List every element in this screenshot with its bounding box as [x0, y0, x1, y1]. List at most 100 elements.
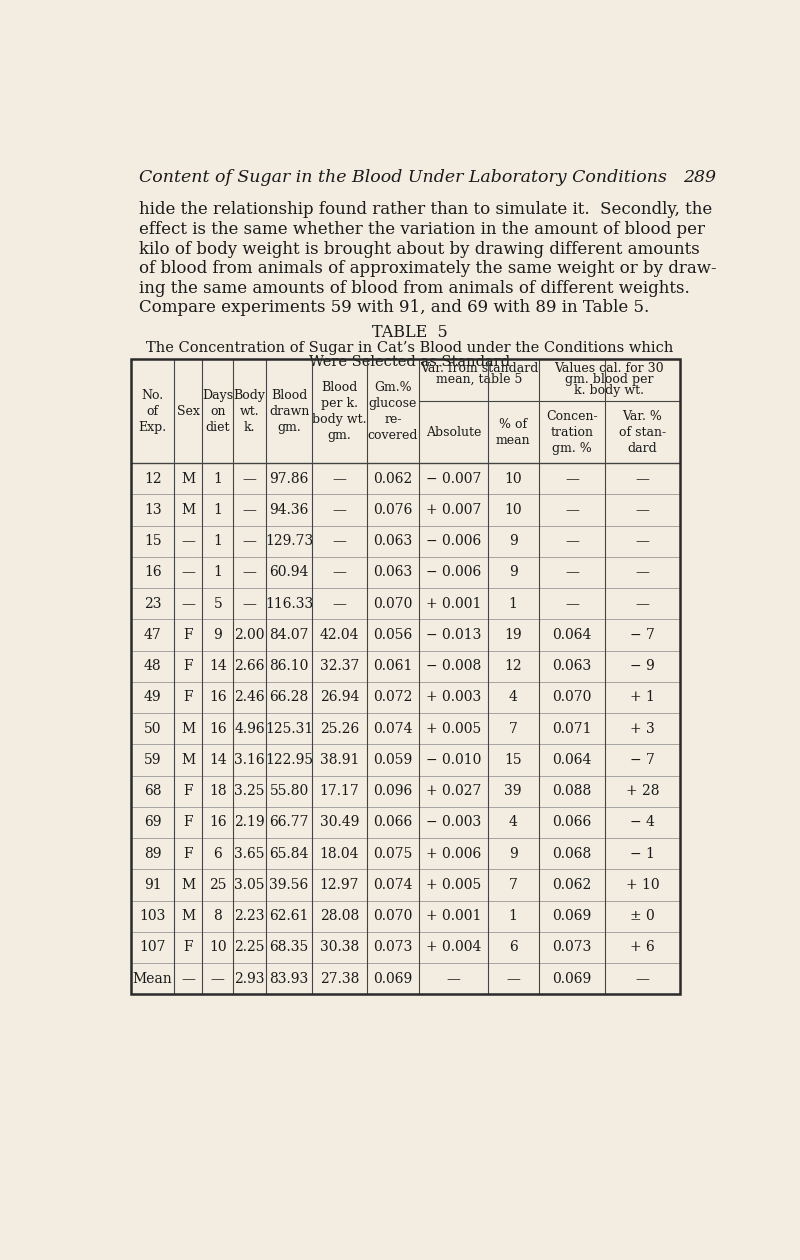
- Text: 10: 10: [504, 471, 522, 485]
- Text: 0.059: 0.059: [374, 753, 413, 767]
- Text: + 0.001: + 0.001: [426, 910, 481, 924]
- Text: 107: 107: [139, 940, 166, 955]
- Text: 6: 6: [214, 847, 222, 861]
- Text: M: M: [182, 503, 195, 517]
- Text: F: F: [183, 815, 193, 829]
- Text: − 4: − 4: [630, 815, 655, 829]
- Text: 91: 91: [144, 878, 162, 892]
- Text: 19: 19: [504, 627, 522, 641]
- Text: 2.23: 2.23: [234, 910, 265, 924]
- Text: 0.069: 0.069: [552, 910, 592, 924]
- Text: —: —: [333, 534, 346, 548]
- Text: 3.16: 3.16: [234, 753, 265, 767]
- Text: —: —: [242, 597, 257, 611]
- Text: − 0.003: − 0.003: [426, 815, 481, 829]
- Text: 0.069: 0.069: [552, 971, 592, 985]
- Text: —: —: [635, 597, 650, 611]
- Text: − 0.008: − 0.008: [426, 659, 481, 673]
- Text: —: —: [182, 534, 195, 548]
- Text: 10: 10: [209, 940, 226, 955]
- Text: 16: 16: [144, 566, 162, 580]
- Text: 2.93: 2.93: [234, 971, 265, 985]
- Text: + 0.007: + 0.007: [426, 503, 481, 517]
- Text: —: —: [565, 566, 579, 580]
- Text: 0.056: 0.056: [374, 627, 413, 641]
- Text: —: —: [635, 534, 650, 548]
- Text: F: F: [183, 940, 193, 955]
- Text: 38.91: 38.91: [320, 753, 359, 767]
- Text: 125.31: 125.31: [265, 722, 314, 736]
- Text: 3.65: 3.65: [234, 847, 265, 861]
- Text: 62.61: 62.61: [270, 910, 309, 924]
- Text: − 9: − 9: [630, 659, 655, 673]
- Text: 2.19: 2.19: [234, 815, 265, 829]
- Text: —: —: [635, 503, 650, 517]
- Text: + 0.027: + 0.027: [426, 784, 481, 798]
- Text: F: F: [183, 784, 193, 798]
- Text: 15: 15: [144, 534, 162, 548]
- Text: TABLE  5: TABLE 5: [372, 325, 448, 341]
- Text: 66.28: 66.28: [270, 690, 309, 704]
- Text: 12: 12: [504, 659, 522, 673]
- Text: 16: 16: [209, 690, 226, 704]
- Text: + 0.005: + 0.005: [426, 878, 481, 892]
- Text: Body
wt.
k.: Body wt. k.: [234, 388, 266, 433]
- Text: + 0.006: + 0.006: [426, 847, 481, 861]
- Text: 18: 18: [209, 784, 226, 798]
- Text: M: M: [182, 753, 195, 767]
- Text: 1: 1: [509, 597, 518, 611]
- Text: —: —: [242, 503, 257, 517]
- Text: —: —: [506, 971, 520, 985]
- Text: 97.86: 97.86: [270, 471, 309, 485]
- Text: 4: 4: [509, 690, 518, 704]
- Text: 0.075: 0.075: [374, 847, 413, 861]
- Text: 0.071: 0.071: [552, 722, 592, 736]
- Text: 0.070: 0.070: [374, 597, 413, 611]
- Text: 0.096: 0.096: [374, 784, 413, 798]
- Text: —: —: [333, 566, 346, 580]
- Text: 0.066: 0.066: [374, 815, 413, 829]
- Text: —: —: [333, 597, 346, 611]
- Text: 0.061: 0.061: [374, 659, 413, 673]
- Text: —: —: [182, 597, 195, 611]
- Text: − 1: − 1: [630, 847, 655, 861]
- Text: + 0.003: + 0.003: [426, 690, 481, 704]
- Text: 4: 4: [509, 815, 518, 829]
- Text: Gm.%
glucose
re-
covered: Gm.% glucose re- covered: [368, 381, 418, 441]
- Text: 0.062: 0.062: [552, 878, 592, 892]
- Text: 16: 16: [209, 815, 226, 829]
- Text: 0.076: 0.076: [374, 503, 413, 517]
- Text: 129.73: 129.73: [265, 534, 314, 548]
- Text: —: —: [211, 971, 225, 985]
- Text: 103: 103: [139, 910, 166, 924]
- Text: Blood
drawn
gm.: Blood drawn gm.: [269, 388, 310, 433]
- Text: —: —: [446, 971, 460, 985]
- Text: Var. %
of stan-
dard: Var. % of stan- dard: [619, 410, 666, 455]
- Text: 0.074: 0.074: [373, 878, 413, 892]
- Text: 9: 9: [214, 627, 222, 641]
- Text: 28.08: 28.08: [320, 910, 359, 924]
- Text: − 7: − 7: [630, 753, 655, 767]
- Text: M: M: [182, 878, 195, 892]
- Text: 289: 289: [683, 169, 716, 186]
- Text: 23: 23: [144, 597, 162, 611]
- Text: 2.00: 2.00: [234, 627, 265, 641]
- Text: − 7: − 7: [630, 627, 655, 641]
- Text: 3.25: 3.25: [234, 784, 265, 798]
- Text: + 28: + 28: [626, 784, 659, 798]
- Text: 59: 59: [144, 753, 162, 767]
- Text: 30.38: 30.38: [320, 940, 359, 955]
- Text: 94.36: 94.36: [270, 503, 309, 517]
- Text: 10: 10: [504, 503, 522, 517]
- Text: 50: 50: [144, 722, 162, 736]
- Text: Values cal. for 30: Values cal. for 30: [554, 362, 664, 375]
- Text: 0.063: 0.063: [374, 534, 413, 548]
- Text: 17.17: 17.17: [320, 784, 359, 798]
- Text: Were Selected as Standard: Were Selected as Standard: [310, 355, 510, 369]
- Text: Compare experiments 59 with 91, and 69 with 89 in Table 5.: Compare experiments 59 with 91, and 69 w…: [138, 300, 649, 316]
- Text: 8: 8: [214, 910, 222, 924]
- Text: effect is the same whether the variation in the amount of blood per: effect is the same whether the variation…: [138, 220, 705, 238]
- Text: 2.25: 2.25: [234, 940, 265, 955]
- Text: 6: 6: [509, 940, 518, 955]
- Text: mean, table 5: mean, table 5: [436, 373, 522, 386]
